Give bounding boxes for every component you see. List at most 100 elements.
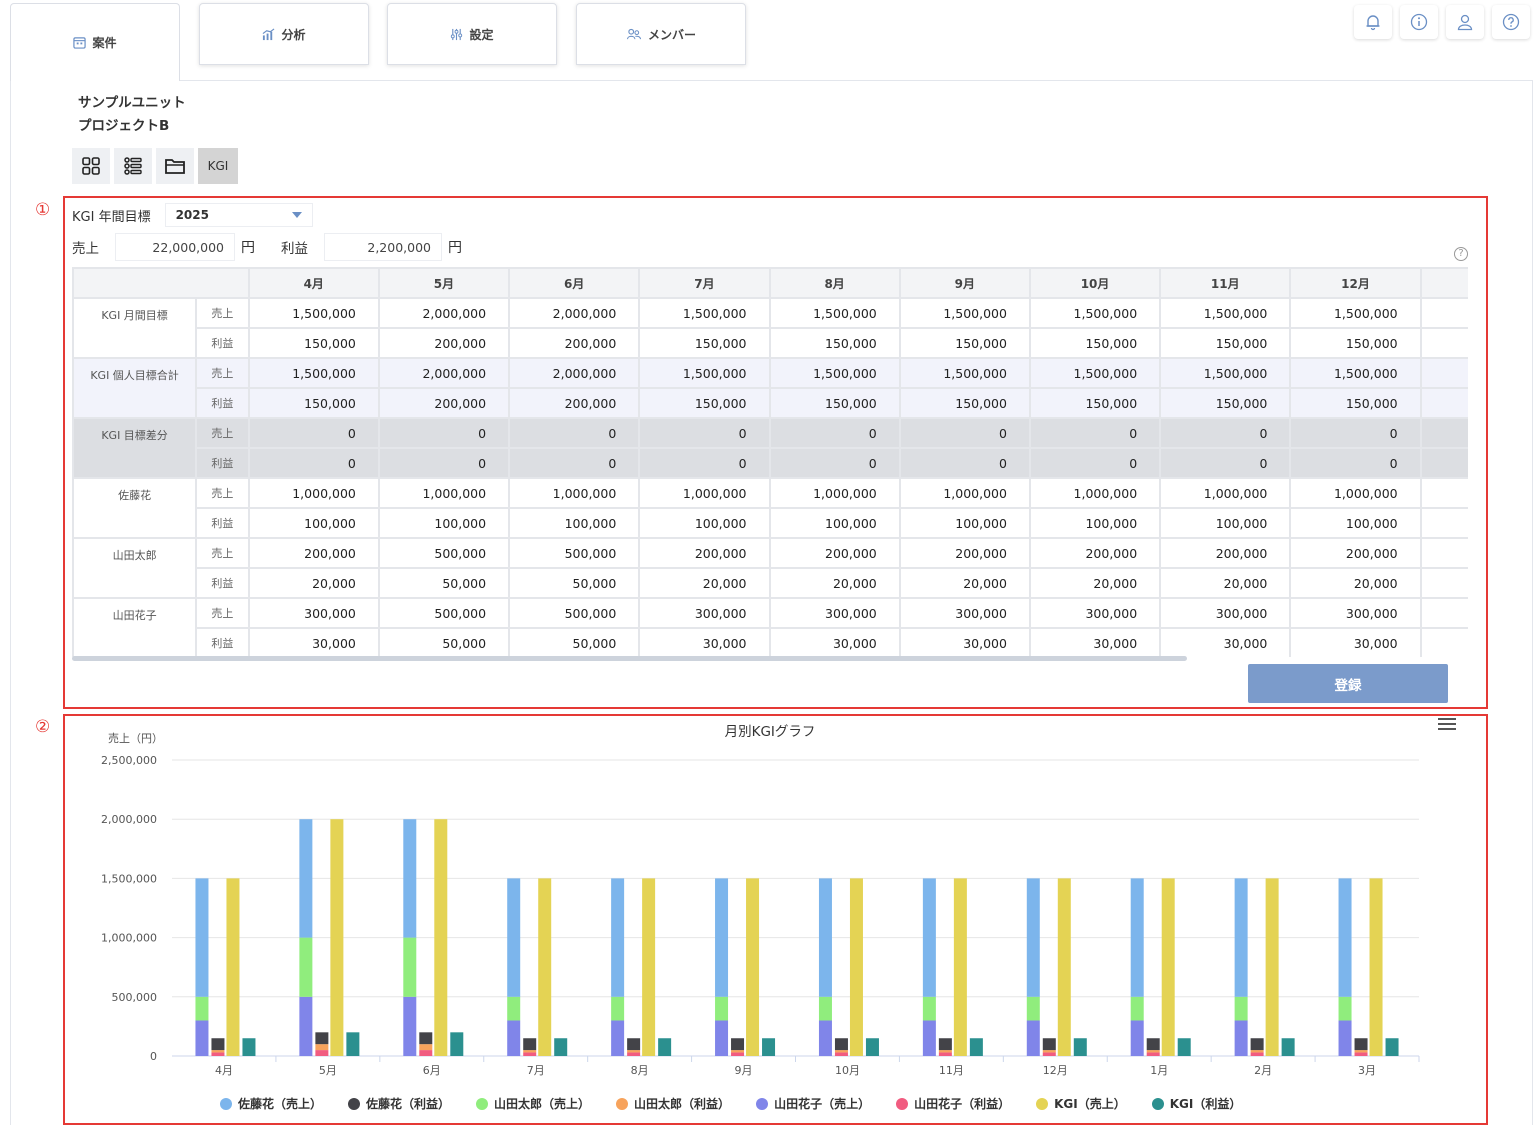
tab-members[interactable]: メンバー	[576, 3, 746, 65]
table-cell[interactable]: 30,000	[247, 627, 380, 657]
table-cell[interactable]: 150,000	[1028, 327, 1162, 359]
table-cell[interactable]: 1,	[1419, 357, 1468, 389]
table-cell[interactable]: 2,000,000	[508, 357, 641, 389]
table-cell[interactable]: 1,500,000	[247, 297, 380, 329]
table-cell[interactable]: 1,500,000	[898, 297, 1031, 329]
table-cell[interactable]: 200,000	[1289, 537, 1422, 569]
table-cell[interactable]: 150,000	[1159, 387, 1292, 419]
table-cell[interactable]	[1419, 627, 1468, 657]
table-cell[interactable]: 0	[508, 447, 641, 479]
table-cell[interactable]: 0	[377, 447, 511, 479]
table-cell[interactable]: 1,000,000	[1289, 477, 1422, 509]
table-cell[interactable]: 1,500,000	[1028, 297, 1162, 329]
table-cell[interactable]: 50,000	[508, 627, 641, 657]
legend-item[interactable]: 山田花子（利益）	[896, 1095, 1010, 1112]
table-cell[interactable]: 1,000,000	[247, 477, 380, 509]
table-cell[interactable]: 0	[1028, 447, 1162, 479]
table-cell[interactable]: 300,000	[1159, 597, 1292, 629]
table-cell[interactable]: 0	[247, 417, 380, 449]
table-cell[interactable]: 0	[1028, 417, 1162, 449]
tab-analysis[interactable]: 分析	[199, 3, 369, 65]
table-cell[interactable]	[1419, 387, 1468, 419]
table-cell[interactable]: 0	[377, 417, 511, 449]
table-cell[interactable]	[1419, 447, 1468, 479]
table-cell[interactable]: 50,000	[377, 627, 511, 657]
table-cell[interactable]: 200,000	[377, 327, 511, 359]
table-cell[interactable]: 1,500,000	[1289, 297, 1422, 329]
table-cell[interactable]: 50,000	[377, 567, 511, 599]
table-cell[interactable]: 100,000	[377, 507, 511, 539]
table-cell[interactable]: 500,000	[377, 597, 511, 629]
table-cell[interactable]: 1,000,000	[898, 477, 1031, 509]
register-button[interactable]: 登録	[1248, 664, 1448, 703]
table-cell[interactable]: 500,000	[508, 597, 641, 629]
table-cell[interactable]: 30,000	[638, 627, 771, 657]
table-cell[interactable]: 1,000,000	[508, 477, 641, 509]
table-cell[interactable]: 100,000	[1289, 507, 1422, 539]
table-cell[interactable]: 20,000	[1028, 567, 1162, 599]
legend-item[interactable]: 佐藤花（売上）	[220, 1095, 322, 1112]
sales-input[interactable]: 22,000,000	[115, 233, 235, 261]
table-cell[interactable]: 2,000,000	[508, 297, 641, 329]
table-cell[interactable]: 150,000	[247, 387, 380, 419]
table-cell[interactable]: 200,000	[508, 327, 641, 359]
legend-item[interactable]: KGI（売上）	[1036, 1095, 1126, 1112]
table-cell[interactable]: 200,000	[247, 537, 380, 569]
table-cell[interactable]: 150,000	[1028, 387, 1162, 419]
table-cell[interactable]: 1,500,000	[247, 357, 380, 389]
table-cell[interactable]: 150,000	[1289, 387, 1422, 419]
table-cell[interactable]: 1,500,000	[768, 357, 901, 389]
legend-item[interactable]: 山田花子（売上）	[756, 1095, 870, 1112]
table-cell[interactable]: 200,000	[768, 537, 901, 569]
table-cell[interactable]: 20,000	[1159, 567, 1292, 599]
table-cell[interactable]: 500,000	[508, 537, 641, 569]
table-cell[interactable]: 1,500,000	[1028, 357, 1162, 389]
table-cell[interactable]: 0	[1289, 417, 1422, 449]
table-cell[interactable]: 200,000	[508, 387, 641, 419]
table-cell[interactable]	[1419, 537, 1468, 569]
legend-item[interactable]: 山田太郎（売上）	[476, 1095, 590, 1112]
table-cell[interactable]: 300,000	[638, 597, 771, 629]
table-cell[interactable]: 500,000	[377, 537, 511, 569]
tab-projects[interactable]: 案件	[10, 3, 180, 81]
list-view-button[interactable]	[114, 148, 152, 184]
table-cell[interactable]: 30,000	[1159, 627, 1292, 657]
table-cell[interactable]: 30,000	[1028, 627, 1162, 657]
table-cell[interactable]: 1,000,000	[377, 477, 511, 509]
table-cell[interactable]: 1,000,000	[1159, 477, 1292, 509]
table-cell[interactable]: 0	[768, 447, 901, 479]
year-select[interactable]: 2025	[164, 203, 313, 227]
table-cell[interactable]: 300,000	[247, 597, 380, 629]
table-cell[interactable]: 1,500,000	[1159, 357, 1292, 389]
table-cell[interactable]: 150,000	[768, 387, 901, 419]
table-cell[interactable]: 300,000	[898, 597, 1031, 629]
table-cell[interactable]: 50,000	[508, 567, 641, 599]
table-cell[interactable]: 1,	[1419, 297, 1468, 329]
table-cell[interactable]: 1,500,000	[768, 297, 901, 329]
table-cell[interactable]: 1,500,000	[1289, 357, 1422, 389]
table-cell[interactable]	[1419, 417, 1468, 449]
table-cell[interactable]: 150,000	[247, 327, 380, 359]
grid-view-button[interactable]	[72, 148, 110, 184]
table-cell[interactable]: 0	[508, 417, 641, 449]
table-cell[interactable]: 0	[247, 447, 380, 479]
table-cell[interactable]: 200,000	[1028, 537, 1162, 569]
table-cell[interactable]: 300,000	[1289, 597, 1422, 629]
tab-settings[interactable]: 設定	[387, 3, 557, 65]
help-button[interactable]	[1492, 5, 1530, 39]
table-cell[interactable]: 1,000,000	[1028, 477, 1162, 509]
table-cell[interactable]: 1,500,000	[898, 357, 1031, 389]
table-cell[interactable]: 100,000	[898, 507, 1031, 539]
legend-item[interactable]: 佐藤花（利益）	[348, 1095, 450, 1112]
table-cell[interactable]: 30,000	[768, 627, 901, 657]
table-cell[interactable]: 2,000,000	[377, 297, 511, 329]
folder-view-button[interactable]	[156, 148, 194, 184]
table-cell[interactable]: 1,500,000	[1159, 297, 1292, 329]
table-cell[interactable]: 300,000	[768, 597, 901, 629]
table-cell[interactable]: 0	[1159, 447, 1292, 479]
info-button[interactable]	[1400, 5, 1438, 39]
table-cell[interactable]: 300,000	[1028, 597, 1162, 629]
table-cell[interactable]: 20,000	[638, 567, 771, 599]
table-cell[interactable]: 100,000	[768, 507, 901, 539]
table-cell[interactable]	[1419, 327, 1468, 359]
